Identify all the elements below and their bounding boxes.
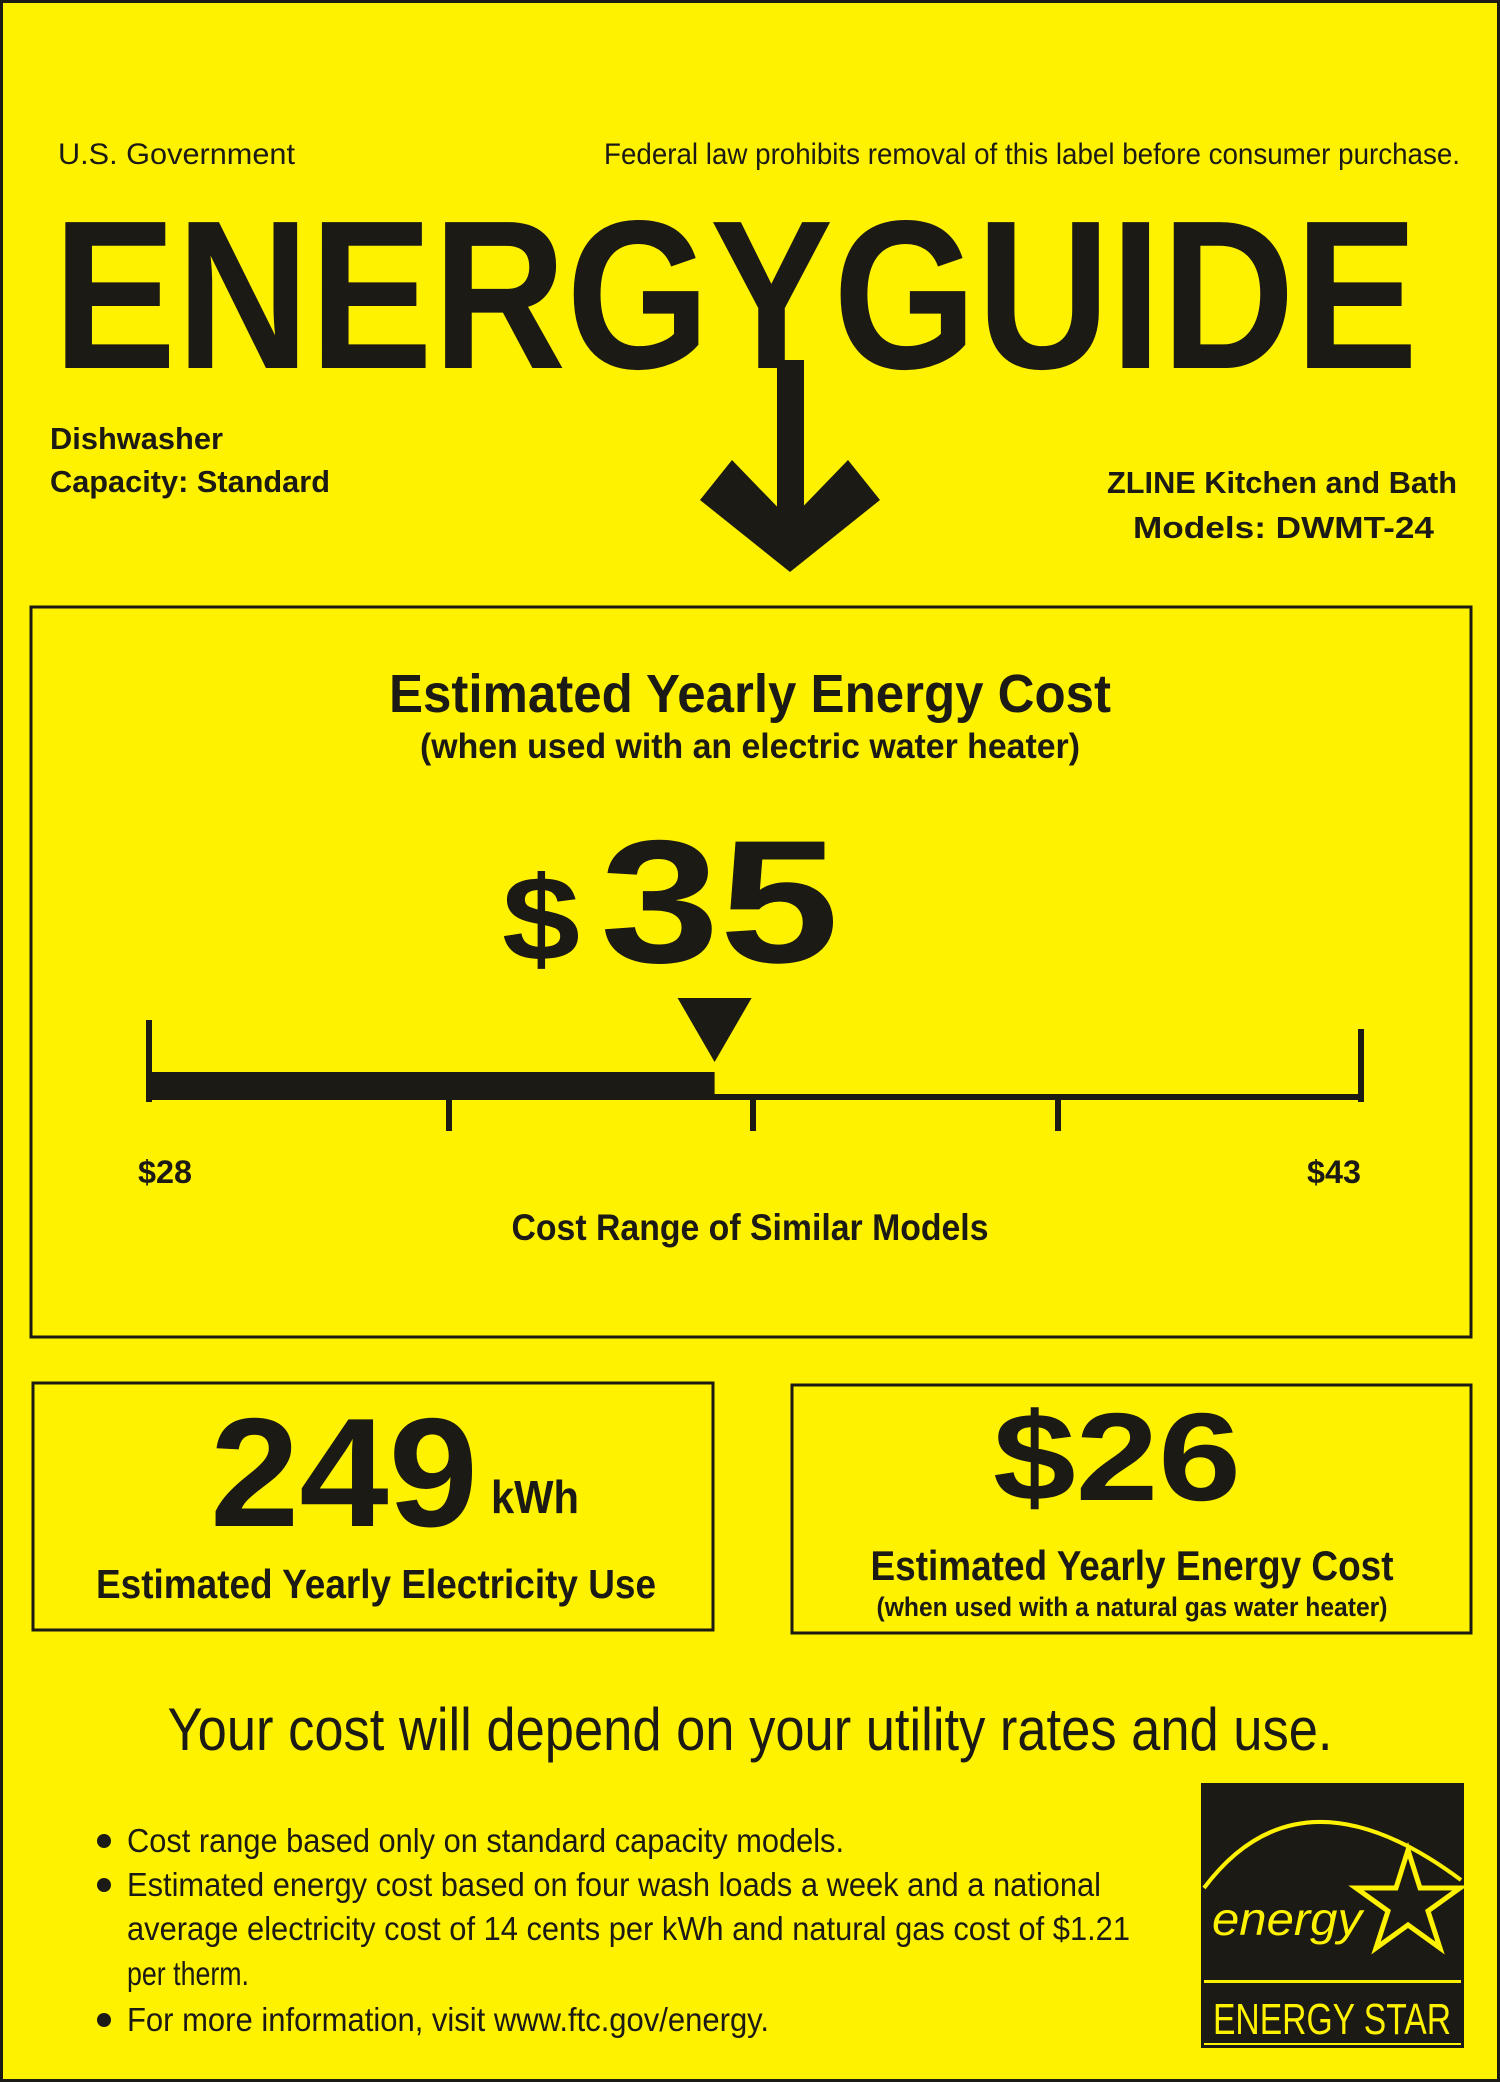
gas-cost-subcaption: (when used with a natural gas water heat… — [877, 1592, 1388, 1622]
range-min-label: $28 — [138, 1154, 192, 1190]
scale-tick — [750, 1097, 756, 1131]
cost-pointer-icon — [677, 998, 752, 1062]
note-item: For more information, visit www.ftc.gov/… — [127, 2001, 769, 2038]
electricity-box — [31, 1381, 715, 1632]
notes-list: Cost range based only on standard capaci… — [97, 1822, 1130, 2038]
gas-cost-caption: Estimated Yearly Energy Cost — [871, 1542, 1394, 1589]
cost-range-scale — [146, 998, 1364, 1131]
removal-notice: Federal law prohibits removal of this la… — [604, 138, 1460, 171]
disclaimer: Your cost will depend on your utility ra… — [168, 1696, 1333, 1763]
main-cost-heading: Estimated Yearly Energy Cost — [389, 664, 1111, 724]
bullet-icon — [97, 1834, 111, 1848]
range-caption: Cost Range of Similar Models — [512, 1207, 989, 1248]
energy-star-logo: energy ENERGY STAR — [1201, 1783, 1468, 2048]
energy-star-label: ENERGY STAR — [1213, 1995, 1451, 2044]
scale-fill-bar — [149, 1072, 715, 1100]
main-cost-subheading: (when used with an electric water heater… — [420, 727, 1080, 766]
manufacturer: ZLINE Kitchen and Bath — [1107, 465, 1457, 500]
appliance-type: Dishwasher — [50, 421, 223, 456]
scale-right-end — [1358, 1029, 1364, 1102]
bullet-icon — [97, 2013, 111, 2027]
range-max-label: $43 — [1307, 1154, 1361, 1190]
electricity-value: 249 — [210, 1386, 478, 1559]
note-item: per therm. — [127, 1955, 249, 1992]
gas-cost-box — [790, 1383, 1473, 1635]
star-icon — [1348, 1841, 1468, 1955]
model-numbers: Models: DWMT-24 — [1133, 510, 1435, 545]
currency-symbol: $ — [502, 852, 580, 986]
energyguide-title: ENERGYGUIDE — [53, 176, 1418, 413]
main-cost-value: 35 — [600, 805, 839, 1000]
scale-left-end — [146, 1020, 152, 1102]
capacity: Capacity: Standard — [50, 464, 330, 499]
note-item: Estimated energy cost based on four wash… — [127, 1866, 1101, 1903]
scale-tick — [1055, 1097, 1061, 1131]
gas-cost-value: $26 — [993, 1388, 1241, 1527]
electricity-unit: kWh — [491, 1471, 579, 1523]
note-item: Cost range based only on standard capaci… — [127, 1822, 844, 1859]
electricity-caption: Estimated Yearly Electricity Use — [96, 1561, 656, 1607]
down-arrow-icon — [700, 360, 880, 572]
scale-tick — [446, 1097, 452, 1131]
issuer-text: U.S. Government — [58, 138, 296, 171]
energy-script: energy — [1212, 1893, 1365, 1945]
note-item: average electricity cost of 14 cents per… — [127, 1910, 1130, 1947]
main-cost-box — [29, 605, 1473, 1339]
bullet-icon — [97, 1878, 111, 1892]
